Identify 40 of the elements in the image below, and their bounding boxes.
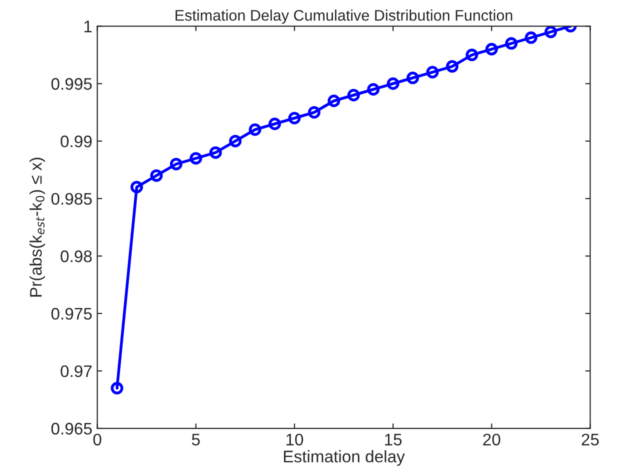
x-tick-label: 10 bbox=[286, 434, 304, 446]
point bbox=[190, 152, 202, 165]
x-tick-label: 0 bbox=[93, 434, 102, 446]
point bbox=[446, 60, 458, 73]
y-tick-label: 0.975 bbox=[51, 308, 92, 320]
point bbox=[347, 88, 360, 102]
x-tick-label: 15 bbox=[385, 434, 402, 446]
point bbox=[406, 72, 420, 84]
point bbox=[524, 31, 538, 44]
point bbox=[367, 83, 380, 96]
point bbox=[209, 146, 222, 159]
x-axis-title: Estimation delay bbox=[284, 450, 405, 466]
y-tick-label: 0.965 bbox=[51, 422, 92, 435]
point bbox=[130, 180, 143, 194]
point bbox=[328, 94, 340, 108]
point bbox=[544, 26, 558, 38]
point bbox=[386, 77, 400, 90]
y-tick-label: 0.98 bbox=[60, 250, 92, 262]
y-tick-label: 0.97 bbox=[60, 365, 92, 378]
y-tick-label: 0.995 bbox=[51, 78, 92, 90]
y-tick-label: 0.985 bbox=[51, 192, 92, 205]
point bbox=[229, 134, 242, 148]
point bbox=[466, 48, 478, 62]
point bbox=[288, 112, 301, 124]
point bbox=[110, 382, 124, 394]
x-tick-label: 25 bbox=[582, 434, 599, 446]
point bbox=[505, 37, 518, 50]
point bbox=[485, 42, 498, 56]
y-tick-label: 1 bbox=[84, 20, 92, 32]
point bbox=[150, 169, 163, 182]
y-tick-label: 0.99 bbox=[60, 136, 92, 148]
point bbox=[248, 123, 262, 136]
x-tick-label: 5 bbox=[192, 434, 200, 446]
point bbox=[170, 158, 182, 170]
y-axis-title: Pr(abs(k$_{est}$-k$_{0}$) ≤ x) bbox=[30, 158, 46, 297]
point bbox=[308, 106, 320, 119]
chart-title: Estimation Delay Cumulative Distribution Function bbox=[176, 10, 512, 24]
x-tick-label: 20 bbox=[483, 434, 500, 446]
point bbox=[426, 66, 439, 78]
point bbox=[268, 118, 281, 130]
